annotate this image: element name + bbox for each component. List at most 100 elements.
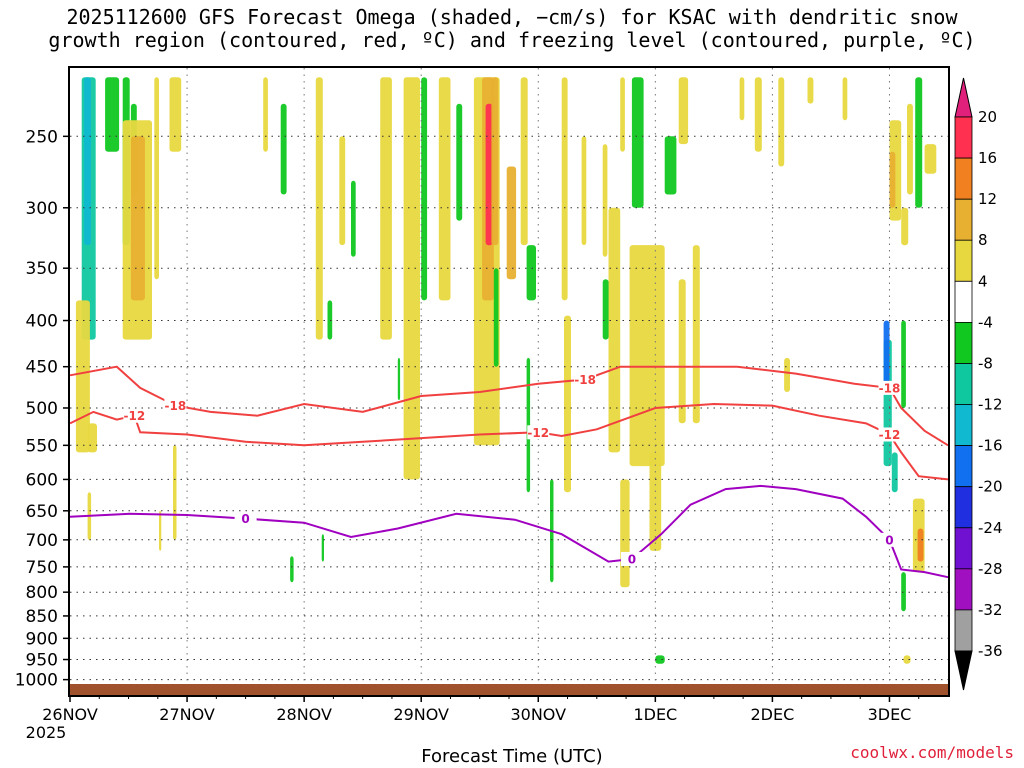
contour-label-bg: [234, 511, 257, 526]
grid-layer: [70, 68, 948, 695]
x-axis-title: Forecast Time (UTC): [421, 746, 603, 767]
y-tick-label: 950: [26, 651, 58, 671]
contour-label: 0: [885, 533, 893, 547]
omega-cell: [778, 77, 785, 167]
colorbar-segment: [954, 198, 973, 241]
y-tick-label: 900: [26, 629, 58, 649]
y-tick-label: 300: [26, 199, 58, 219]
contour-freezing_level: [69, 484, 949, 579]
colorbar-label: 12: [978, 190, 997, 208]
colorbar-segment: [954, 527, 973, 570]
omega-cell: [784, 357, 790, 392]
colorbar-label: -16: [978, 437, 1003, 455]
omega-cell: [678, 279, 686, 424]
omega-cell: [561, 77, 568, 301]
omega-cell: [280, 103, 287, 195]
colorbar-segment: [954, 321, 973, 364]
colorbar-segment: [954, 568, 973, 611]
colorbar-segment: [954, 116, 973, 159]
ground-band: [70, 684, 948, 695]
colorbar-label: 4: [978, 272, 988, 290]
colorbar-label: -20: [978, 478, 1003, 496]
omega-cell: [438, 77, 451, 301]
y-tick-label: 550: [26, 436, 58, 456]
credit-text: coolwx.com/models: [850, 743, 1014, 762]
colorbar-segment: [954, 445, 973, 488]
colorbar-bottom-arrow: [954, 650, 973, 691]
omega-cell: [917, 528, 924, 562]
colorbar-label: -24: [978, 519, 1003, 537]
omega-cell: [602, 144, 608, 257]
omega-cell: [87, 423, 97, 453]
omega-cell: [263, 77, 268, 152]
contour-layer: -18 -18 -18 -12 -12 -12 0 0 0: [69, 365, 949, 579]
colorbar-segment: [954, 280, 973, 323]
colorbar-top-arrow: [954, 77, 973, 118]
colorbar-label: -12: [978, 396, 1003, 414]
y-tick-label: 800: [26, 583, 58, 603]
omega-cell: [649, 452, 662, 551]
omega-cell: [421, 77, 428, 301]
colorbar-label: 8: [978, 231, 988, 249]
x-tick-label: 3DEC: [868, 705, 912, 724]
omega-cell: [526, 357, 531, 493]
contour-label-bg: [620, 551, 643, 566]
omega-cell: [339, 136, 346, 246]
colorbar-label: -32: [978, 601, 1003, 619]
contour-dgz_minus18: [69, 365, 949, 447]
colorbar-label: 16: [978, 149, 997, 167]
x-axis: 26NOV 27NOV 28NOV 29NOV 30NOV 1DEC 2DEC 3DEC: [42, 695, 920, 724]
x-tick-label: 1DEC: [633, 705, 677, 724]
omega-cell: [891, 452, 898, 493]
x-tick-label: 28NOV: [276, 705, 332, 724]
y-tick-label: 700: [26, 531, 58, 551]
omega-cell: [620, 479, 630, 588]
y-axis: 2503003504004505005506006507007508008509…: [15, 127, 70, 691]
contour-label-bg: [123, 408, 146, 423]
omega-cell: [629, 245, 665, 467]
omega-cell: [84, 77, 91, 246]
colorbar-segment: [954, 609, 973, 652]
omega-cell: [754, 77, 762, 152]
y-tick-label: 650: [26, 502, 58, 522]
colorbar-segment: [954, 157, 973, 200]
omega-cell: [290, 556, 294, 583]
y-tick-label: 400: [26, 312, 58, 332]
x-tick-label: 29NOV: [393, 705, 449, 724]
contour-label: 0: [628, 552, 636, 566]
omega-cell: [901, 207, 909, 246]
contour-label-bg: [878, 380, 901, 395]
omega-cell: [602, 279, 609, 340]
omega-cell: [173, 445, 177, 540]
contour-label-bg: [878, 532, 901, 547]
omega-cell: [901, 572, 906, 612]
colorbar: 20 16 12 8 4 -4 -8 -12 -16 -20 -24 -28 -32 -36: [954, 77, 1003, 691]
x-tick-label: 26NOV: [42, 705, 98, 724]
omega-cell: [456, 103, 463, 221]
omega-cell: [883, 320, 890, 392]
omega-cell: [889, 151, 896, 208]
omega-cell: [159, 510, 162, 551]
omega-cell: [351, 180, 356, 257]
colorbar-segment: [954, 239, 973, 282]
colorbar-label: -28: [978, 560, 1003, 578]
omega-cell: [620, 77, 625, 152]
x-tick-label: 27NOV: [159, 705, 215, 724]
omega-cell: [315, 77, 323, 340]
colorbar-label: -36: [978, 642, 1003, 660]
y-tick-label: 500: [26, 399, 58, 419]
omega-cell: [130, 136, 145, 301]
colorbar-segment: [954, 363, 973, 405]
contour-label: -12: [879, 428, 901, 442]
contour-label: -12: [527, 426, 549, 440]
colorbar-label: -8: [978, 355, 993, 373]
contour-label: 0: [241, 512, 249, 526]
contour-label-bg: [164, 398, 187, 413]
x-tick-label: 30NOV: [510, 705, 566, 724]
omega-cell: [664, 136, 677, 195]
omega-shading-layer: [75, 77, 937, 664]
omega-cell: [493, 268, 499, 367]
omega-cell: [154, 77, 159, 280]
contour-label: -18: [165, 399, 187, 413]
x-start-year: 2025: [26, 723, 67, 742]
